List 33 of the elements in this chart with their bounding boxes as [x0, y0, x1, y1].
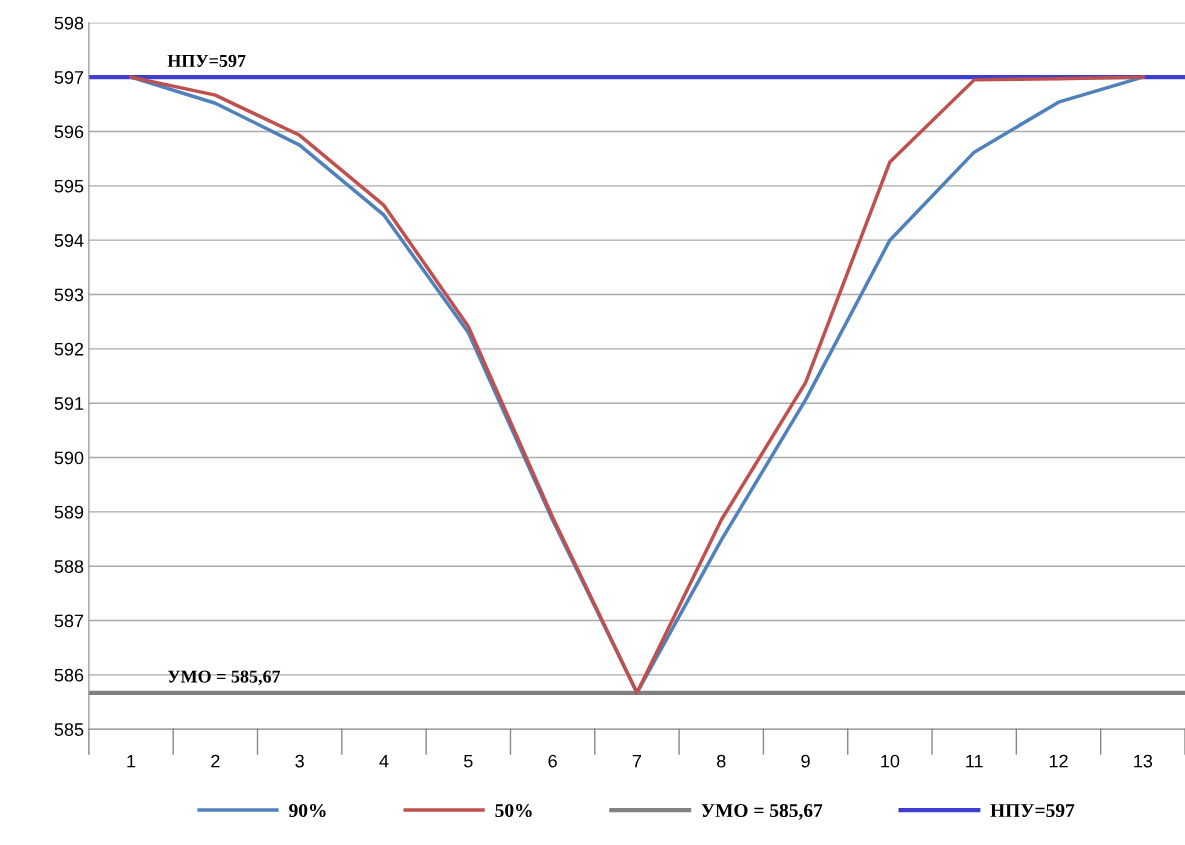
x-tick-label: 2 [211, 754, 220, 768]
x-tick-label: 5 [464, 754, 473, 768]
x-tick-label: 7 [632, 754, 642, 768]
y-tick-label: 586 [54, 668, 84, 682]
y-tick-label: 588 [54, 560, 84, 573]
x-tick-label: 4 [379, 754, 389, 768]
y-tick-label: 596 [54, 125, 84, 139]
y-tick-label: 594 [54, 234, 84, 247]
ref-line-label: НПУ=597 [167, 54, 246, 67]
y-tick-label: 592 [54, 342, 84, 356]
text: НПУ=597 [990, 803, 1075, 818]
legend-label: 50% [495, 803, 532, 818]
y-tick-label: 590 [54, 451, 84, 465]
x-tick-label: 9 [801, 754, 810, 768]
x-tick-label: 10 [881, 754, 900, 768]
y-tick-label: 591 [54, 397, 84, 410]
x-tick-label: 11 [966, 754, 983, 768]
x-tick-label: 3 [295, 754, 304, 768]
x-tick-label: 13 [1134, 754, 1153, 768]
text: УМО = 585,67 [701, 803, 823, 820]
y-tick-label: 585 [54, 723, 84, 736]
ref-line-label: УМО = 585,67 [167, 670, 281, 686]
legend-label: 90% [289, 803, 326, 818]
y-tick-label: 595 [54, 179, 84, 193]
x-tick-label: 8 [717, 754, 726, 768]
y-tick-label: 587 [54, 614, 84, 628]
y-tick-label: 593 [54, 288, 84, 302]
x-tick-label: 12 [1049, 754, 1068, 768]
y-tick-label: 598 [54, 16, 84, 30]
y-tick-label: 589 [54, 505, 84, 519]
x-tick-label: 1 [127, 754, 136, 768]
y-tick-label: 597 [54, 71, 84, 84]
x-tick-label: 6 [548, 754, 557, 768]
